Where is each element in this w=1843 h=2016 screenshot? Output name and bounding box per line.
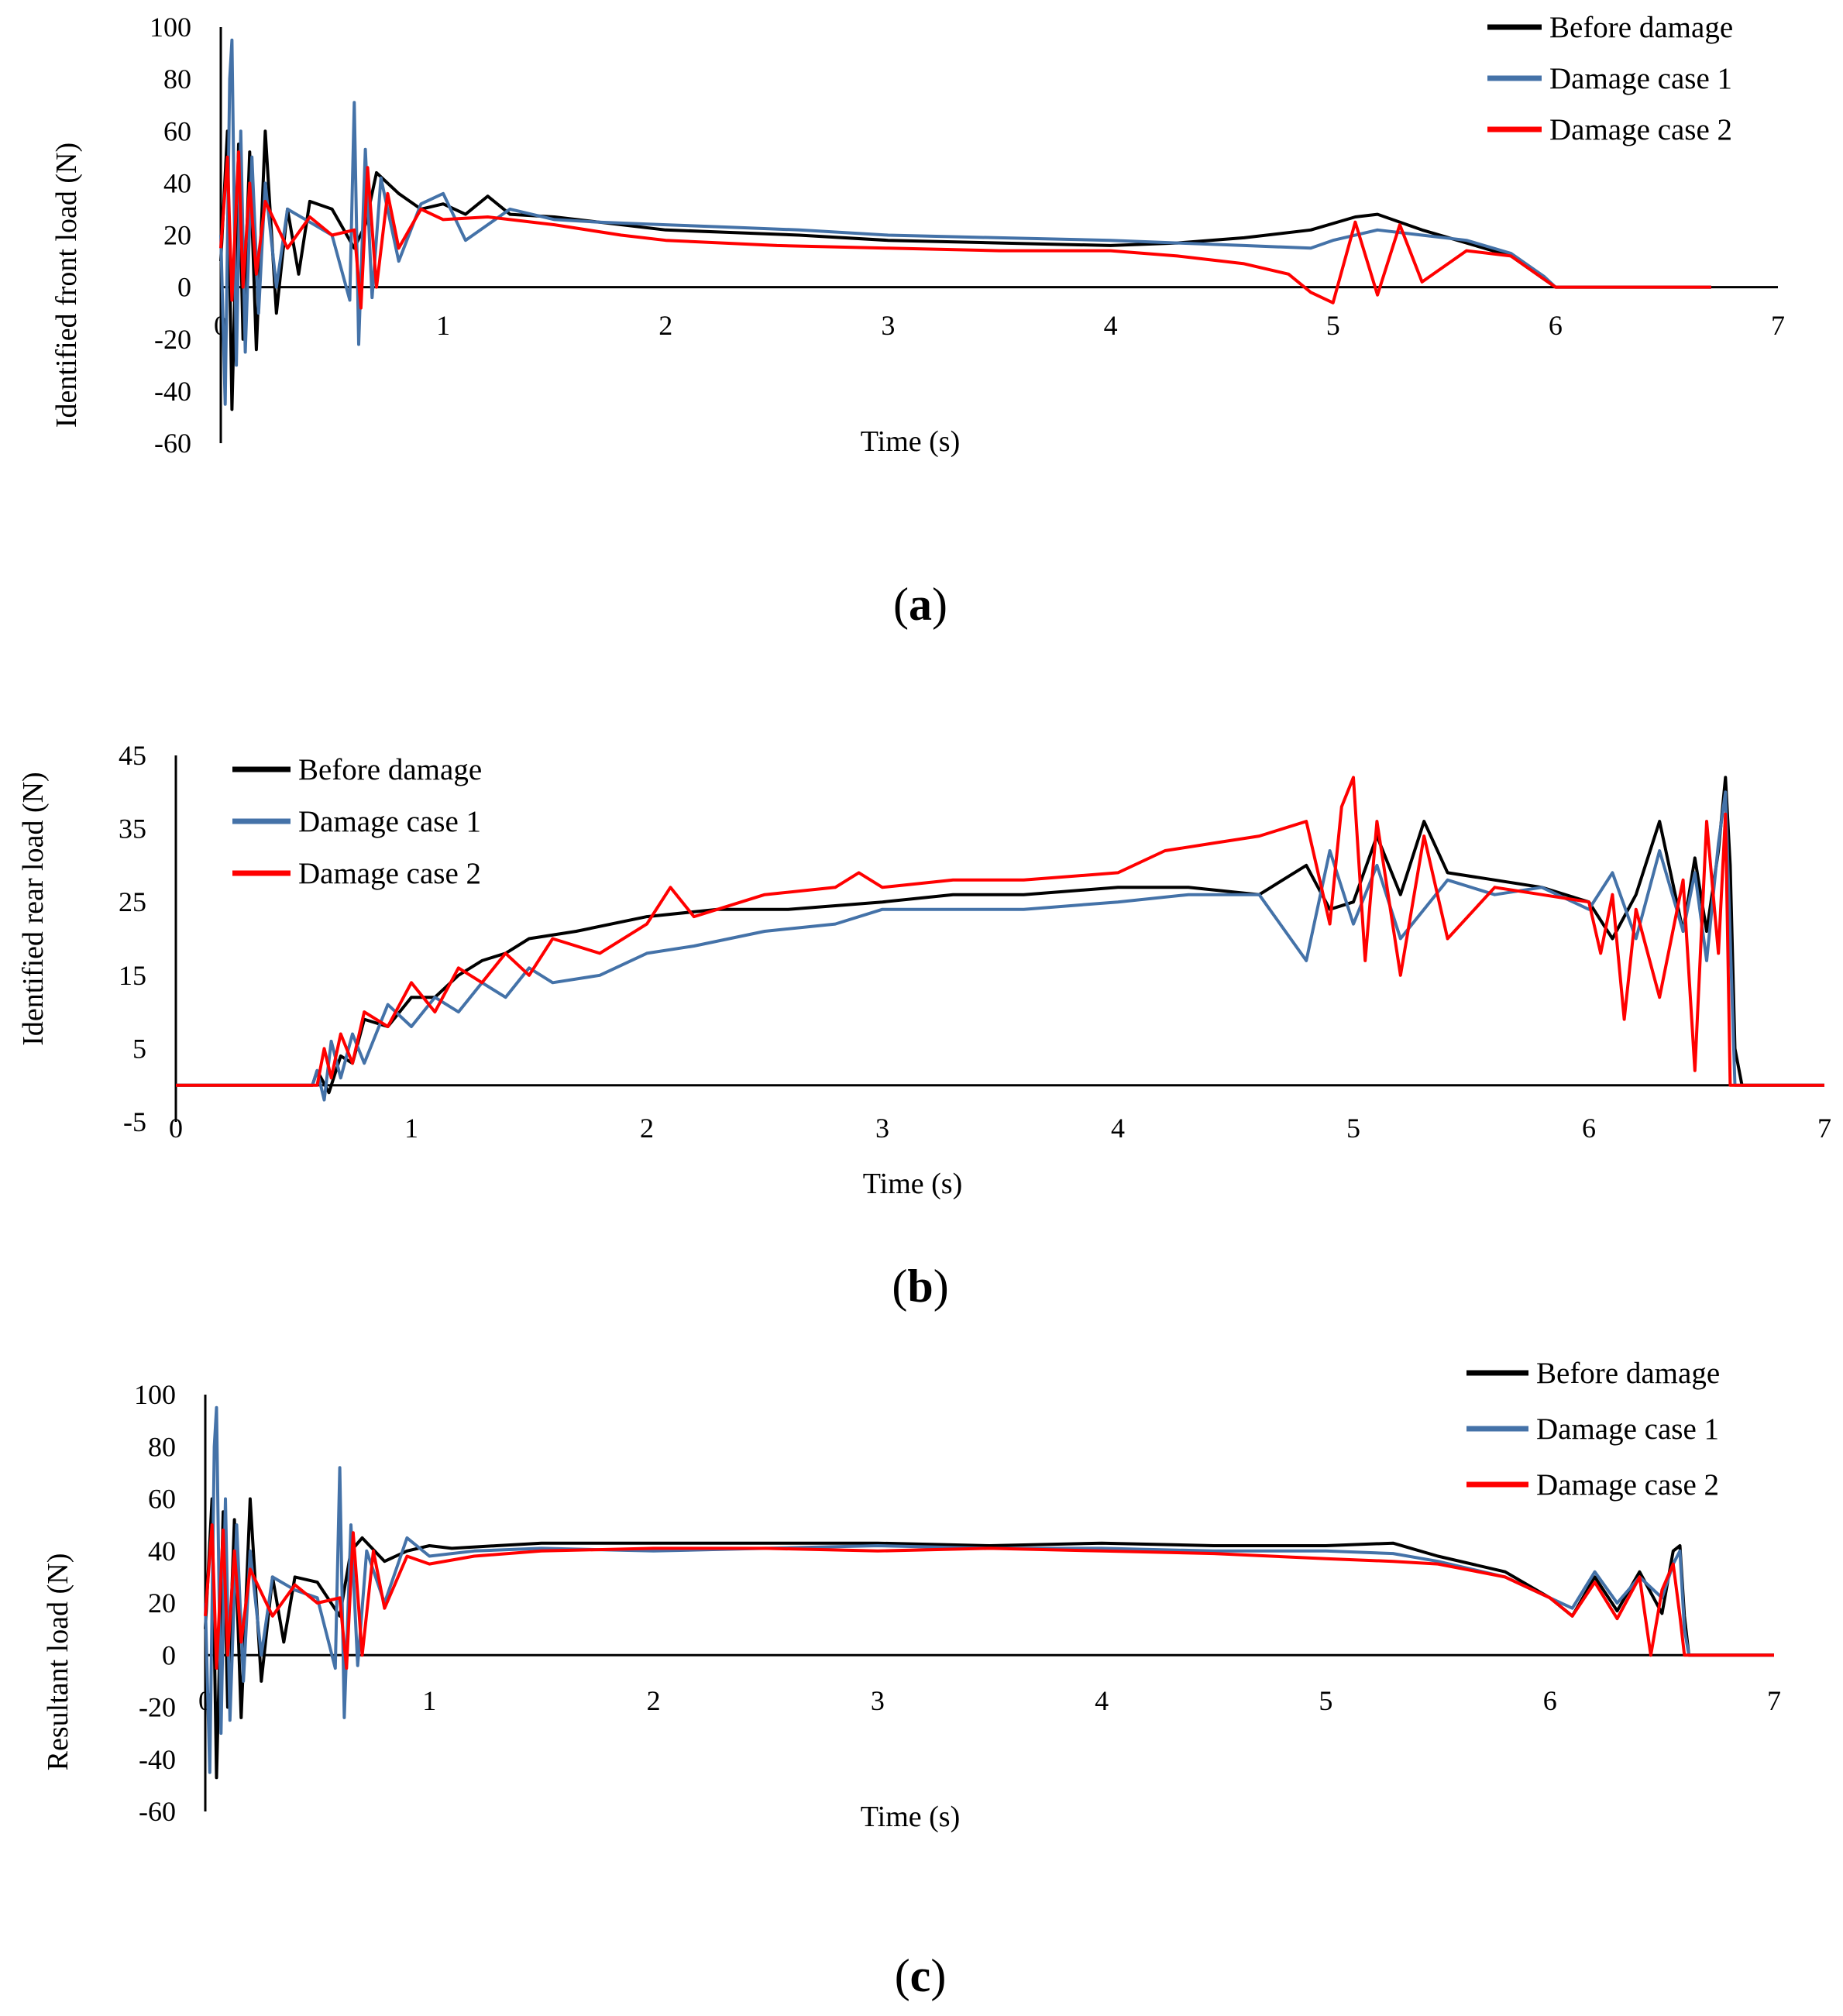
- legend-label: Damage case 1: [1549, 62, 1732, 95]
- y-tick-label: 80: [163, 64, 191, 95]
- y-tick-label: -20: [154, 324, 191, 355]
- x-tick-label: 1: [436, 310, 450, 341]
- y-tick-label: 100: [134, 1379, 176, 1410]
- x-tick-label: 0: [169, 1113, 183, 1144]
- x-tick-label: 7: [1767, 1685, 1781, 1716]
- panel-caption-a: (a): [893, 579, 947, 630]
- y-tick-label: 0: [177, 272, 191, 303]
- series-line-damage-case-2: [219, 150, 1711, 310]
- x-tick-label: 3: [881, 310, 895, 341]
- series-line-damage-case-1: [204, 1405, 1774, 1774]
- x-tick-label: 4: [1104, 310, 1118, 341]
- y-tick-label: 20: [163, 220, 191, 251]
- x-tick-label: 4: [1095, 1685, 1109, 1716]
- y-tick-label: 100: [150, 12, 191, 43]
- y-tick-label: 20: [148, 1588, 176, 1619]
- legend-label: Damage case 2: [1549, 113, 1732, 146]
- x-tick-label: 3: [875, 1113, 889, 1144]
- x-axis-label: Time (s): [861, 425, 960, 458]
- x-tick-label: 6: [1582, 1113, 1596, 1144]
- x-tick-label: 1: [404, 1113, 418, 1144]
- x-tick-label: 2: [658, 310, 672, 341]
- legend-label: Before damage: [1536, 1357, 1720, 1390]
- legend-label: Damage case 2: [1536, 1468, 1719, 1502]
- x-tick-label: 2: [647, 1685, 661, 1716]
- y-tick-label: 45: [119, 740, 146, 771]
- y-axis-label: Resultant load (N): [42, 1553, 74, 1771]
- legend-label: Damage case 1: [298, 805, 481, 838]
- x-tick-label: 7: [1771, 310, 1785, 341]
- x-axis-label: Time (s): [863, 1168, 962, 1200]
- panel-caption-b: (b): [892, 1261, 948, 1312]
- series-line-damage-case-1: [219, 38, 1711, 406]
- y-tick-label: 5: [132, 1033, 146, 1064]
- y-tick-label: 40: [148, 1536, 176, 1567]
- y-tick-label: 40: [163, 167, 191, 198]
- y-tick-label: 35: [119, 814, 146, 845]
- x-tick-label: 5: [1326, 310, 1340, 341]
- x-axis-label: Time (s): [861, 1801, 960, 1833]
- y-tick-label: -40: [139, 1744, 176, 1775]
- legend-label: Before damage: [1549, 11, 1733, 44]
- y-axis-label: Identified front load (N): [50, 143, 83, 428]
- y-tick-label: -60: [154, 428, 191, 459]
- x-tick-label: 4: [1111, 1113, 1125, 1144]
- x-tick-label: 7: [1817, 1113, 1831, 1144]
- y-tick-label: -20: [139, 1692, 176, 1723]
- legend-label: Before damage: [298, 753, 482, 786]
- y-tick-label: -60: [139, 1796, 176, 1827]
- x-tick-label: 5: [1319, 1685, 1332, 1716]
- x-tick-label: 2: [640, 1113, 654, 1144]
- y-tick-label: -5: [123, 1106, 146, 1137]
- legend-label: Damage case 2: [298, 857, 481, 890]
- panel-caption-c: (c): [895, 1950, 947, 2001]
- series-line-damage-case-2: [204, 1523, 1774, 1670]
- series-line-damage-case-1: [176, 790, 1824, 1102]
- series-line-before-damage: [219, 129, 1711, 411]
- y-tick-label: 25: [119, 886, 146, 917]
- series-line-damage-case-2: [176, 776, 1824, 1087]
- y-tick-label: 60: [163, 115, 191, 146]
- series-line-before-damage: [204, 1497, 1774, 1780]
- y-tick-label: 60: [148, 1484, 176, 1515]
- y-tick-label: 0: [162, 1639, 176, 1670]
- y-tick-label: 15: [119, 960, 146, 991]
- x-tick-label: 1: [422, 1685, 436, 1716]
- y-axis-label: Identified rear load (N): [17, 772, 50, 1045]
- x-tick-label: 6: [1543, 1685, 1557, 1716]
- x-tick-label: 3: [871, 1685, 885, 1716]
- legend-label: Damage case 1: [1536, 1412, 1719, 1446]
- x-tick-label: 6: [1549, 310, 1563, 341]
- y-tick-label: 80: [148, 1431, 176, 1462]
- y-tick-label: -40: [154, 376, 191, 407]
- x-tick-label: 5: [1346, 1113, 1360, 1144]
